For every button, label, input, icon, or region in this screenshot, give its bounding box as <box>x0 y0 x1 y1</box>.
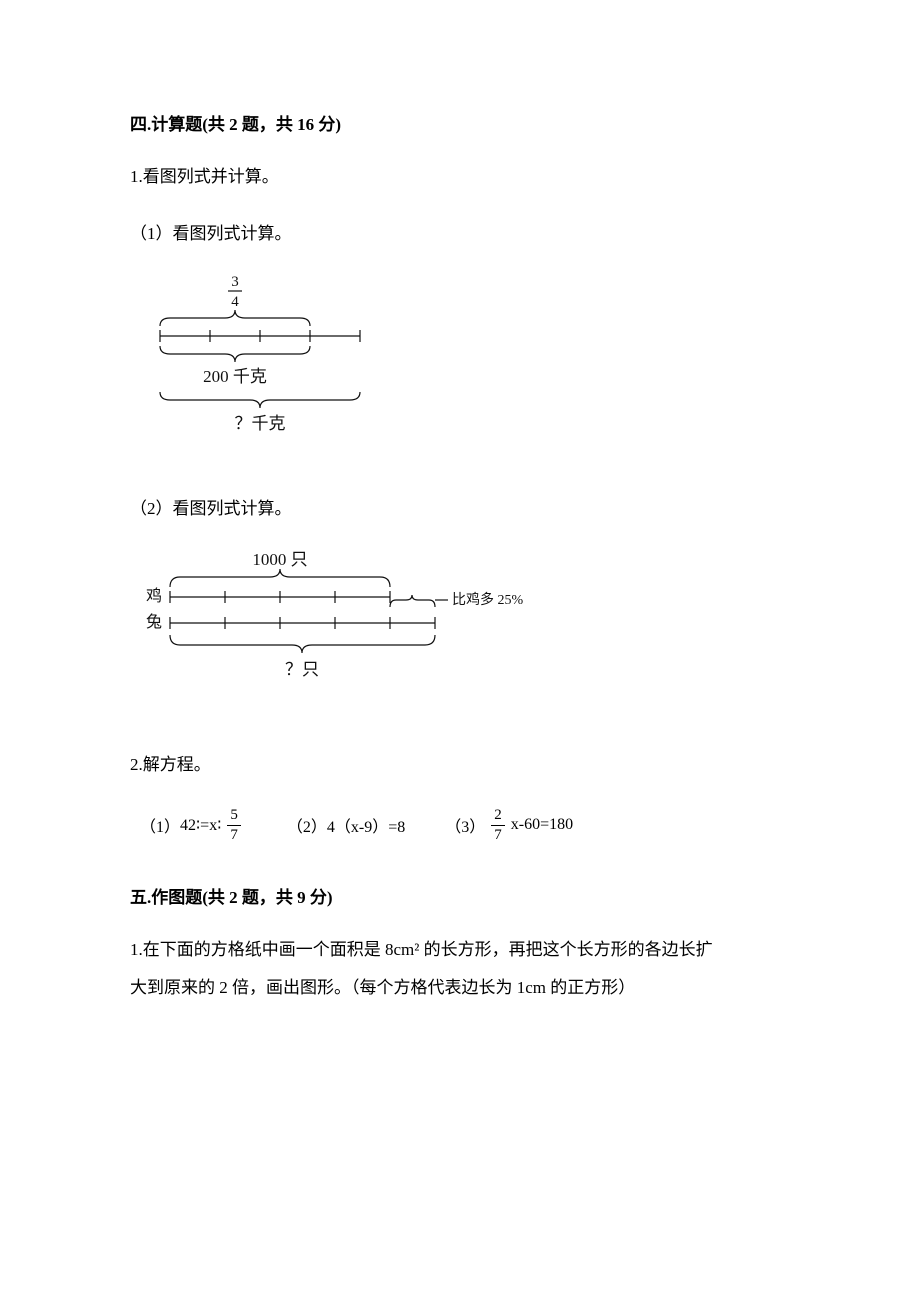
d2-left-top: 鸡 <box>146 587 162 605</box>
eq-2-left: 4（x-9）=8 <box>327 813 405 837</box>
section-4-title: 四.计算题(共 2 题，共 16 分) <box>130 110 790 135</box>
s5-q1-line2: 大到原来的 2 倍，画出图形。（每个方格代表边长为 1cm 的正方形） <box>130 972 790 1004</box>
eq-1-frac: 5 7 <box>227 808 241 843</box>
d1-mid-label: 200 千克 <box>203 367 267 386</box>
s5-q1-line1: 1.在下面的方格纸中画一个面积是 8cm² 的长方形，再把这个长方形的各边长扩 <box>130 934 790 966</box>
eq-3-frac-bot: 7 <box>494 826 502 843</box>
eq-1-prefix: （1） <box>140 813 180 837</box>
q1-sub1: （1）看图列式计算。 <box>130 219 790 244</box>
q2-stem: 2.解方程。 <box>130 749 790 781</box>
d2-top-label: 1000 只 <box>252 550 307 569</box>
q1-stem: 1.看图列式并计算。 <box>130 161 790 193</box>
eq-1: （1） 42∶=x∶ 5 7 <box>140 808 247 843</box>
eq-1-frac-top: 5 <box>227 808 241 826</box>
q1-sub2: （2）看图列式计算。 <box>130 494 790 519</box>
eq-3-frac-top: 2 <box>491 808 505 826</box>
eq-3-right: x-60=180 <box>511 816 573 834</box>
eq-1-left: 42∶=x∶ <box>180 815 221 835</box>
eq-3: （3） 2 7 x-60=180 <box>445 808 573 843</box>
equation-row: （1） 42∶=x∶ 5 7 （2） 4（x-9）=8 （3） 2 7 x-60… <box>140 808 790 843</box>
diagram-2: 1000 只 鸡 兔 比鸡多 25% <box>130 549 790 699</box>
page: 四.计算题(共 2 题，共 16 分) 1.看图列式并计算。 （1）看图列式计算… <box>0 0 920 1090</box>
d2-left-bot: 兔 <box>146 613 162 631</box>
diagram-1-svg: 3 4 200 千克 ？千克 <box>130 274 390 444</box>
d2-bottom-label: ？只 <box>285 660 319 679</box>
eq-1-frac-bot: 7 <box>230 826 238 843</box>
eq-3-prefix: （3） <box>445 813 485 837</box>
d1-bottom-label: ？千克 <box>235 414 286 433</box>
d2-right-label: 比鸡多 25% <box>452 591 523 608</box>
diagram-2-svg: 1000 只 鸡 兔 比鸡多 25% <box>130 549 550 699</box>
eq-2-prefix: （2） <box>287 813 327 837</box>
diagram-1: 3 4 200 千克 ？千克 <box>130 274 790 444</box>
d1-frac-top: 3 <box>231 274 239 290</box>
section-5-title: 五.作图题(共 2 题，共 9 分) <box>130 883 790 908</box>
d1-frac-bot: 4 <box>231 294 239 310</box>
eq-3-frac: 2 7 <box>491 808 505 843</box>
eq-2: （2） 4（x-9）=8 <box>287 813 405 837</box>
